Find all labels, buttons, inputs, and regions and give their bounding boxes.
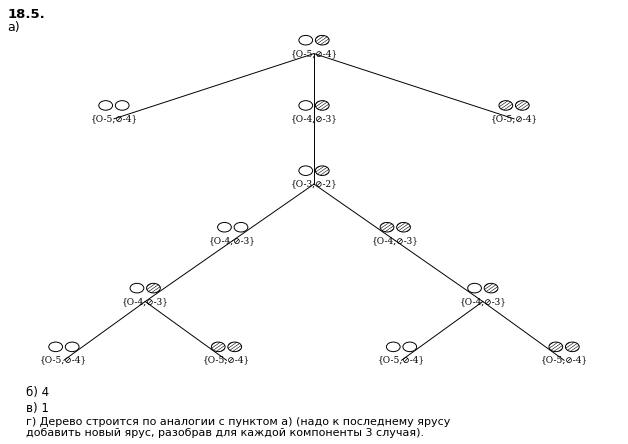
Circle shape — [549, 342, 563, 352]
Circle shape — [299, 36, 313, 45]
Text: {O-4,⊘-3}: {O-4,⊘-3} — [372, 236, 419, 245]
Text: б) 4: б) 4 — [26, 386, 50, 399]
Circle shape — [217, 222, 231, 232]
Text: {O-5,⊘-4}: {O-5,⊘-4} — [378, 356, 425, 365]
Circle shape — [315, 166, 329, 175]
Text: {O-4,⊘-3}: {O-4,⊘-3} — [122, 297, 169, 306]
Circle shape — [234, 222, 248, 232]
Text: {O-3,⊘-2}: {O-3,⊘-2} — [291, 179, 337, 189]
Circle shape — [468, 283, 482, 293]
Text: {O-5,⊘-4}: {O-5,⊘-4} — [203, 356, 250, 365]
Circle shape — [403, 342, 416, 352]
Text: {O-4,⊘-3}: {O-4,⊘-3} — [291, 115, 337, 123]
Circle shape — [516, 101, 529, 110]
Circle shape — [49, 342, 63, 352]
Circle shape — [299, 101, 313, 110]
Circle shape — [212, 342, 225, 352]
Text: {O-5,⊘-4}: {O-5,⊘-4} — [290, 49, 338, 58]
Text: в) 1: в) 1 — [26, 401, 49, 415]
Text: {O-4,⊘-3}: {O-4,⊘-3} — [459, 297, 506, 306]
Circle shape — [65, 342, 79, 352]
Circle shape — [130, 283, 144, 293]
Circle shape — [99, 101, 112, 110]
Text: г) Дерево строится по аналогии с пунктом а) (надо к последнему ярусу
добавить но: г) Дерево строится по аналогии с пунктом… — [26, 417, 451, 438]
Text: a): a) — [8, 21, 20, 34]
Circle shape — [380, 222, 394, 232]
Text: {O-5,⊘-4}: {O-5,⊘-4} — [40, 356, 87, 365]
Text: {O-4,⊘-3}: {O-4,⊘-3} — [209, 236, 256, 245]
Text: {O-5,⊘-4}: {O-5,⊘-4} — [90, 115, 138, 123]
Circle shape — [315, 36, 329, 45]
Text: 18.5.: 18.5. — [8, 8, 45, 21]
Circle shape — [397, 222, 411, 232]
Circle shape — [484, 283, 498, 293]
Circle shape — [299, 166, 313, 175]
Circle shape — [146, 283, 160, 293]
Text: {O-5,⊘-4}: {O-5,⊘-4} — [490, 115, 538, 123]
Circle shape — [315, 101, 329, 110]
Circle shape — [116, 101, 129, 110]
Circle shape — [499, 101, 512, 110]
Text: {O-5,⊘-4}: {O-5,⊘-4} — [541, 356, 588, 365]
Circle shape — [386, 342, 400, 352]
Circle shape — [565, 342, 579, 352]
Circle shape — [228, 342, 242, 352]
